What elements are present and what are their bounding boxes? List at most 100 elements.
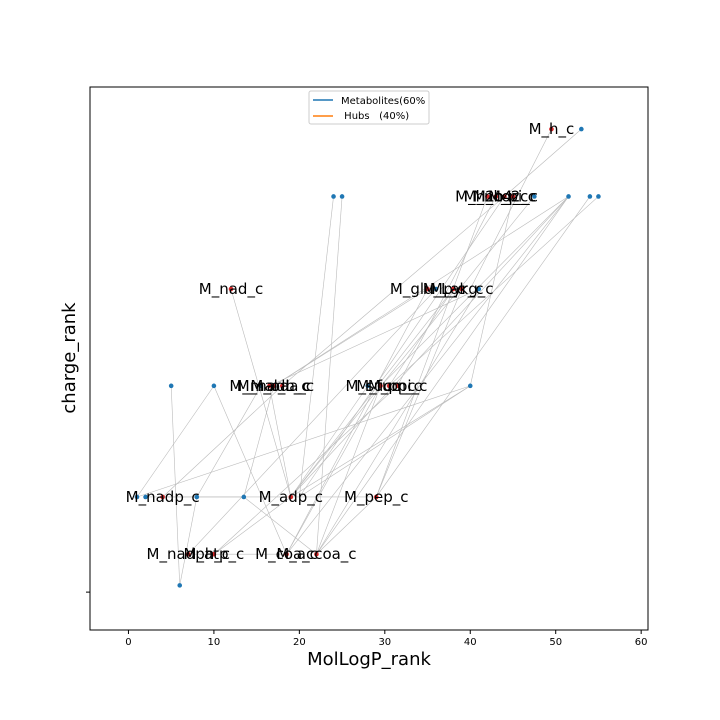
metabolite-point bbox=[476, 286, 482, 292]
network-edge bbox=[290, 385, 471, 498]
network-edge bbox=[316, 288, 480, 555]
network-edge bbox=[230, 288, 292, 498]
network-edge bbox=[316, 196, 569, 555]
hub-point bbox=[279, 383, 285, 389]
hub-point bbox=[288, 494, 294, 500]
hub-point bbox=[211, 551, 217, 557]
legend-label-metabolites: Metabolites(60% bbox=[341, 96, 425, 107]
network-edge bbox=[286, 288, 428, 555]
x-tick-label: 40 bbox=[464, 637, 477, 648]
network-edge bbox=[273, 288, 428, 387]
network-edge bbox=[162, 385, 283, 498]
metabolite-point bbox=[365, 383, 371, 389]
network-edge bbox=[316, 385, 381, 555]
edge-layer bbox=[136, 128, 599, 586]
hub-label: M_ppi_c bbox=[368, 377, 427, 396]
metabolite-point bbox=[433, 286, 439, 292]
metabolite-point bbox=[532, 194, 537, 199]
network-edge bbox=[469, 128, 552, 290]
hub-label: M_nad_c bbox=[199, 280, 263, 299]
hub-label: M_adp_c bbox=[259, 488, 323, 507]
hub-point bbox=[510, 194, 516, 199]
network-edge bbox=[376, 196, 591, 498]
network-edge bbox=[213, 385, 287, 555]
network-edge bbox=[286, 196, 569, 555]
hub-label: M_h2o_c bbox=[455, 187, 519, 206]
hub-point bbox=[493, 194, 499, 199]
hub-point bbox=[373, 494, 379, 500]
hub-label: M_accoa_c bbox=[276, 545, 356, 564]
hub-label: M_co2_c bbox=[473, 187, 536, 206]
hub-point bbox=[228, 286, 234, 292]
point-layer bbox=[134, 126, 601, 588]
metabolite-point bbox=[579, 126, 584, 132]
hub-label: M_pep_c bbox=[344, 488, 408, 507]
network-edge bbox=[179, 496, 198, 586]
hub-point bbox=[271, 383, 277, 389]
hub-label: M_pi_c bbox=[488, 187, 538, 206]
network-edge bbox=[243, 385, 275, 498]
node-label-layer: M_h_c M_co2_cM_h2o_cM_nh4_cM_pi_c M_nad_c M… bbox=[126, 120, 575, 564]
metabolite-point bbox=[339, 194, 345, 199]
hub-label: M_akg_c bbox=[430, 280, 494, 299]
metabolite-point bbox=[331, 194, 336, 199]
metabolite-point bbox=[134, 494, 140, 500]
metabolite-point bbox=[177, 583, 183, 588]
metabolite-point bbox=[194, 494, 200, 500]
network-edge bbox=[136, 385, 215, 498]
x-tick-label: 50 bbox=[549, 637, 562, 648]
network-edge bbox=[290, 196, 569, 498]
legend-box bbox=[308, 90, 430, 125]
network-edge bbox=[269, 385, 292, 498]
hub-point bbox=[549, 126, 554, 132]
network-edge bbox=[286, 385, 381, 555]
x-axis-label: MolLogP_rank bbox=[307, 649, 431, 670]
hub-point bbox=[386, 383, 392, 389]
network-edge bbox=[196, 385, 262, 498]
hub-label: M_fum_c bbox=[356, 377, 422, 396]
hub-label: M_atp_c bbox=[184, 545, 245, 564]
hub-label: M_coa_c bbox=[255, 545, 318, 564]
hub-label: M_h_c bbox=[529, 120, 575, 139]
hub-point bbox=[284, 551, 289, 557]
metabolite-point bbox=[587, 194, 593, 199]
network-edge bbox=[375, 196, 488, 498]
metabolite-point bbox=[566, 194, 571, 199]
network-edge bbox=[316, 196, 343, 555]
x-tick-label: 20 bbox=[293, 637, 306, 648]
network-edge bbox=[136, 385, 471, 498]
hub-label: M_succ_c bbox=[346, 377, 416, 396]
hub-label: M_nh4_c bbox=[464, 187, 529, 206]
hub-point bbox=[425, 286, 430, 292]
network-edge bbox=[188, 288, 437, 555]
hub-label: M_oaa_c bbox=[250, 377, 314, 396]
network-edge bbox=[388, 196, 599, 387]
hub-label: M_glu_L_c bbox=[390, 280, 465, 299]
y-axis-label: charge_rank bbox=[59, 302, 80, 414]
hub-label: M_nadph_c bbox=[147, 545, 230, 564]
hub-point bbox=[485, 194, 490, 199]
x-axis-ticks: 0 10 20 30 40 50 60 bbox=[125, 630, 648, 648]
network-edge bbox=[397, 196, 497, 386]
hub-label: M_pyr_c bbox=[423, 280, 484, 299]
x-tick-label: 30 bbox=[378, 637, 391, 648]
legend-label-hubs: Hubs (40%) bbox=[341, 111, 409, 122]
hub-point bbox=[160, 494, 165, 500]
hub-label: M_nadh_c bbox=[237, 377, 311, 396]
hub-point bbox=[378, 383, 383, 389]
metabolite-point bbox=[143, 494, 148, 500]
metabolite-point bbox=[467, 383, 473, 389]
hub-point bbox=[502, 194, 507, 199]
network-edge bbox=[375, 288, 462, 498]
network-edge bbox=[282, 196, 505, 387]
network-edge bbox=[299, 196, 505, 498]
hub-point bbox=[395, 383, 400, 389]
plot-frame bbox=[89, 86, 649, 631]
hub-point bbox=[314, 551, 319, 557]
hub-point bbox=[450, 286, 456, 292]
x-tick-label: 0 bbox=[125, 637, 131, 648]
metabolite-point bbox=[258, 383, 264, 389]
metabolite-point bbox=[211, 383, 217, 389]
hub-label: M_nadp_c bbox=[126, 488, 200, 507]
